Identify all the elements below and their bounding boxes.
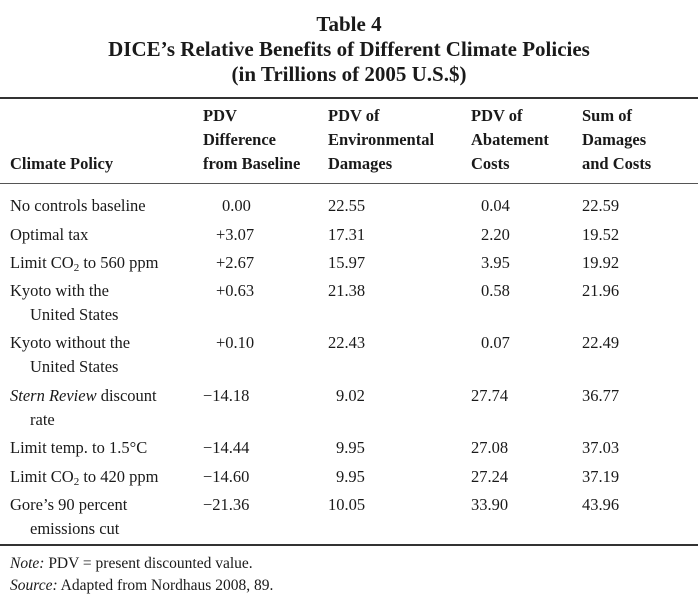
table-caption: Table 4 bbox=[316, 12, 382, 36]
cell-pdv-abatement: 2.20 bbox=[481, 225, 510, 244]
cell-pdv-environmental: 21.38 bbox=[328, 281, 366, 300]
header-pdv-difference: PDV Difference from Baseline bbox=[203, 104, 300, 176]
stern-review-title: Stern Review bbox=[10, 386, 97, 405]
cell-sum: 21.96 bbox=[582, 281, 620, 300]
cell-sum: 19.52 bbox=[582, 225, 620, 244]
row-policy-co2-560: Limit CO2 to 560 ppm bbox=[10, 253, 159, 274]
cell-pdv-difference: −14.60 bbox=[203, 467, 250, 486]
table-title: DICE’s Relative Benefits of Different Cl… bbox=[108, 37, 590, 61]
cell-sum: 22.59 bbox=[582, 196, 620, 215]
table-note: Note: PDV = present discounted value. bbox=[10, 556, 253, 572]
top-rule bbox=[0, 97, 698, 99]
header-line: PDV bbox=[203, 106, 237, 125]
header-sum: Sum of Damages and Costs bbox=[582, 104, 651, 176]
row-policy: Kyoto without the bbox=[10, 333, 131, 352]
cell-pdv-difference: +3.07 bbox=[216, 225, 255, 244]
cell-sum: 43.96 bbox=[582, 495, 620, 514]
cell-pdv-environmental: 9.95 bbox=[336, 467, 365, 486]
cell-pdv-abatement: 27.08 bbox=[471, 438, 509, 457]
cell-pdv-abatement: 0.07 bbox=[481, 333, 510, 352]
policy-label: Stern Review discount bbox=[10, 386, 157, 405]
source-text: Adapted from Nordhaus 2008, 89. bbox=[60, 577, 274, 594]
row-policy-continuation: emissions cut bbox=[30, 519, 120, 538]
cell-pdv-difference: +0.10 bbox=[216, 333, 255, 352]
cell-pdv-abatement: 27.74 bbox=[471, 386, 509, 405]
row-policy: Gore’s 90 percent bbox=[10, 495, 128, 514]
cell-pdv-abatement: 27.24 bbox=[471, 467, 509, 486]
row-policy-continuation: United States bbox=[30, 357, 119, 376]
cell-pdv-environmental: 9.02 bbox=[336, 386, 365, 405]
cell-pdv-environmental: 22.43 bbox=[328, 333, 366, 352]
header-line: Damages bbox=[582, 130, 647, 149]
cell-pdv-environmental: 15.97 bbox=[328, 253, 366, 272]
header-line: Damages bbox=[328, 154, 393, 173]
cell-pdv-abatement: 0.58 bbox=[481, 281, 510, 300]
source-label: Source: bbox=[10, 577, 58, 594]
cell-sum: 19.92 bbox=[582, 253, 620, 272]
row-policy-stern: Stern Review discount bbox=[10, 386, 157, 405]
row-policy: Kyoto with the bbox=[10, 281, 109, 300]
cell-sum: 36.77 bbox=[582, 386, 620, 405]
row-policy-continuation: United States bbox=[30, 305, 119, 324]
cell-pdv-difference: −14.44 bbox=[203, 438, 250, 457]
header-line: Difference bbox=[203, 130, 276, 149]
note-text: PDV = present discounted value. bbox=[48, 555, 253, 572]
cell-pdv-difference: +2.67 bbox=[216, 253, 255, 272]
header-rule bbox=[0, 183, 698, 184]
header-climate-policy: Climate Policy bbox=[10, 152, 113, 176]
cell-sum: 37.19 bbox=[582, 467, 620, 486]
cell-sum: 22.49 bbox=[582, 333, 620, 352]
row-policy-continuation: rate bbox=[30, 410, 55, 429]
cell-pdv-difference: 0.00 bbox=[222, 196, 251, 215]
header-line: Sum of bbox=[582, 106, 632, 125]
table-subtitle: (in Trillions of 2005 U.S.$) bbox=[231, 62, 467, 86]
subscript-two: 2 bbox=[73, 262, 80, 274]
note-label: Note: bbox=[10, 555, 45, 572]
cell-pdv-environmental: 10.05 bbox=[328, 495, 366, 514]
row-policy-co2-420: Limit CO2 to 420 ppm bbox=[10, 467, 159, 488]
cell-pdv-difference: −21.36 bbox=[203, 495, 250, 514]
cell-pdv-difference: −14.18 bbox=[203, 386, 250, 405]
policy-label: Limit CO2 to 560 ppm bbox=[10, 253, 159, 274]
subscript-two: 2 bbox=[73, 476, 80, 488]
policy-label: Limit CO2 to 420 ppm bbox=[10, 467, 159, 488]
header-line: from Baseline bbox=[203, 154, 301, 173]
cell-sum: 37.03 bbox=[582, 438, 620, 457]
header-line: Climate Policy bbox=[10, 154, 114, 173]
header-pdv-environmental: PDV of Environmental Damages bbox=[328, 104, 434, 176]
table-source: Source: Adapted from Nordhaus 2008, 89. bbox=[10, 578, 273, 594]
header-line: Abatement bbox=[471, 130, 549, 149]
header-line: Environmental bbox=[328, 130, 435, 149]
cell-pdv-difference: +0.63 bbox=[216, 281, 255, 300]
cell-pdv-environmental: 17.31 bbox=[328, 225, 366, 244]
bottom-rule bbox=[0, 544, 698, 546]
cell-pdv-environmental: 22.55 bbox=[328, 196, 366, 215]
header-line: Costs bbox=[471, 154, 510, 173]
cell-pdv-abatement: 33.90 bbox=[471, 495, 509, 514]
cell-pdv-abatement: 3.95 bbox=[481, 253, 510, 272]
header-line: PDV of bbox=[328, 106, 380, 125]
header-pdv-abatement: PDV of Abatement Costs bbox=[471, 104, 549, 176]
header-line: PDV of bbox=[471, 106, 523, 125]
row-policy: Limit temp. to 1.5°C bbox=[10, 438, 148, 457]
row-policy: Optimal tax bbox=[10, 225, 89, 244]
cell-pdv-abatement: 0.04 bbox=[481, 196, 510, 215]
header-line: and Costs bbox=[582, 154, 652, 173]
row-policy: No controls baseline bbox=[10, 196, 146, 215]
cell-pdv-environmental: 9.95 bbox=[336, 438, 365, 457]
